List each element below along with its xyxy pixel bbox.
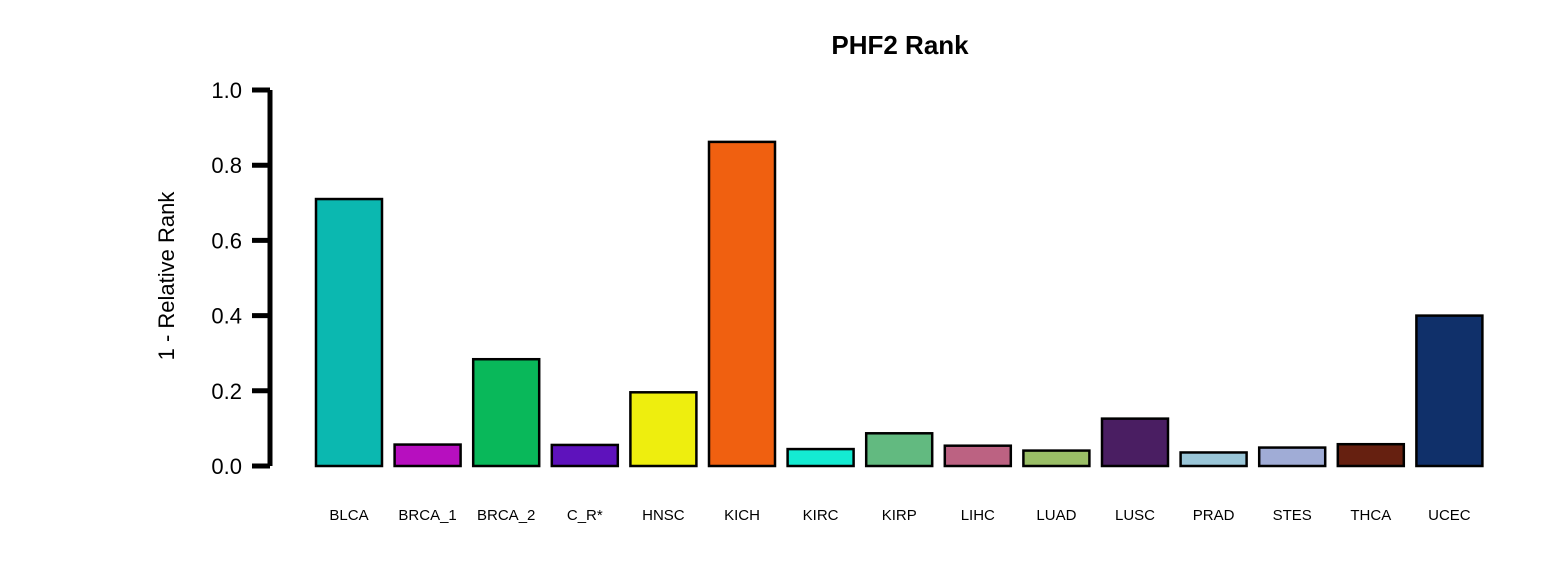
- x-tick-label: LUAD: [1036, 507, 1076, 524]
- bar-stes: [1257, 446, 1327, 468]
- bar-brca-2: [471, 357, 541, 468]
- x-tick-label: C_R*: [567, 507, 603, 524]
- x-tick-labels: BLCA BRCA_1 BRCA_2 C_R* HNSC KICH KIRC KIRP LIHC…: [329, 507, 1470, 524]
- bar-blca: [314, 197, 384, 468]
- bar-thca: [1336, 442, 1406, 468]
- y-tick-label: 0.2: [211, 379, 242, 404]
- x-tick-label: PRAD: [1193, 507, 1235, 524]
- x-tick-label: KIRC: [803, 507, 839, 524]
- bar-prad: [1179, 451, 1248, 468]
- y-tick-label: 0.0: [211, 454, 242, 479]
- x-tick-label: HNSC: [642, 507, 685, 524]
- bar-c-r: [550, 443, 620, 468]
- x-tick-label: LUSC: [1115, 507, 1155, 524]
- x-tick-label: UCEC: [1428, 507, 1471, 524]
- bar-luad: [1022, 449, 1091, 468]
- x-tick-label: KIRP: [882, 507, 917, 524]
- bars: [314, 140, 1484, 468]
- bar-kirc: [786, 447, 855, 468]
- x-tick-label: THCA: [1350, 507, 1391, 524]
- y-axis: 0.0 0.2 0.4 0.6 0.8 1.0: [211, 78, 273, 479]
- y-axis-label: 1 - Relative Rank: [154, 191, 179, 361]
- bar-lusc: [1100, 417, 1170, 468]
- bar-ucec: [1415, 314, 1484, 468]
- bar-kich: [707, 140, 777, 468]
- x-tick-label: BRCA_2: [477, 507, 535, 524]
- bar-kirp: [864, 432, 934, 468]
- y-tick-label: 0.4: [211, 304, 242, 329]
- bar-hnsc: [629, 391, 698, 468]
- x-tick-label: KICH: [724, 507, 760, 524]
- chart-title: PHF2 Rank: [831, 30, 969, 60]
- y-tick-label: 1.0: [211, 78, 242, 103]
- x-tick-label: BRCA_1: [398, 507, 456, 524]
- x-tick-label: BLCA: [329, 507, 368, 524]
- x-tick-label: LIHC: [961, 507, 995, 524]
- y-tick-label: 0.6: [211, 228, 242, 253]
- y-tick-label: 0.8: [211, 153, 242, 178]
- bar-lihc: [943, 444, 1013, 468]
- bar-brca-1: [393, 443, 462, 468]
- x-tick-label: STES: [1273, 507, 1312, 524]
